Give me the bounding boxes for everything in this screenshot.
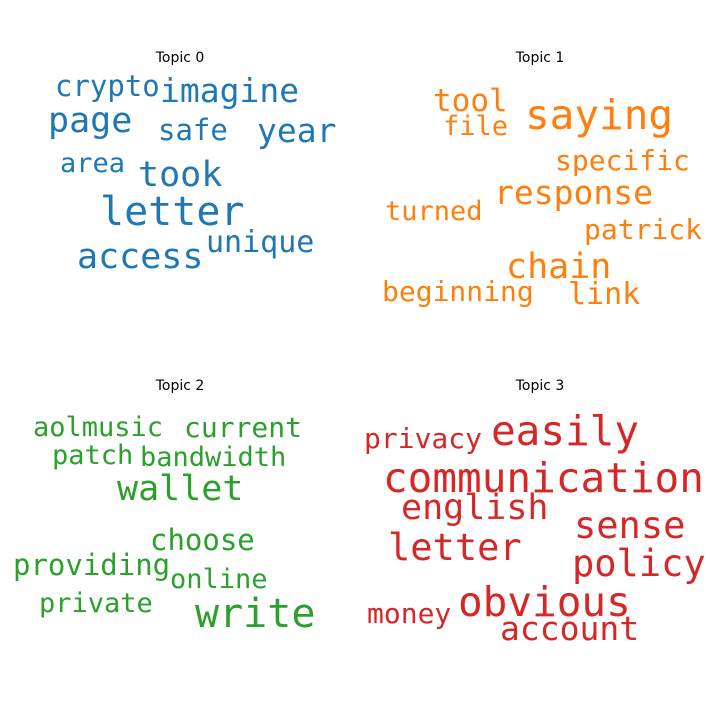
topic-3-word-easily: easily <box>491 407 640 455</box>
topic-1-word-file: file <box>443 111 509 142</box>
topic-2-word-private: private <box>39 588 153 619</box>
topic-0-word-imagine: imagine <box>160 71 300 110</box>
topic-1-word-beginning: beginning <box>382 275 534 308</box>
topic-2-word-bandwidth: bandwidth <box>140 442 287 473</box>
topic-0-word-page: page <box>48 101 133 141</box>
topic-0-word-crypto: crypto <box>55 69 160 103</box>
topic-3-word-obvious: obvious <box>458 578 631 626</box>
topic-1-word-specific: specific <box>555 144 690 177</box>
topic-2-word-wallet: wallet <box>117 469 244 509</box>
topic-3-title: Topic 3 <box>515 378 565 394</box>
topic-0-word-took: took <box>138 155 223 195</box>
topic-0-word-area: area <box>60 148 126 179</box>
topic-2-panel: Topic 2 aolmusic current patch bandwidth wal… <box>0 328 360 688</box>
topic-2-word-aolmusic: aolmusic <box>33 412 164 443</box>
topic-3-word-money: money <box>367 597 452 630</box>
topic-3-word-account: account <box>500 609 640 648</box>
topic-1-word-response: response <box>494 173 653 212</box>
topic-1-panel: Topic 1 tool saying file specific response tu… <box>360 0 720 360</box>
topic-1-word-saying: saying <box>525 91 674 139</box>
topic-3-word-english: english <box>401 488 549 528</box>
topic-1-word-patrick: patrick <box>584 213 703 246</box>
topic-0-panel: Topic 0 crypto imagine page safe year area too… <box>0 0 360 360</box>
topic-0-word-safe: safe <box>158 113 228 147</box>
topic-0-word-access: access <box>77 237 204 277</box>
topic-3-panel: Topic 3 privacy easily communication englis… <box>360 328 720 688</box>
topic-2-word-online: online <box>170 564 268 595</box>
topic-3-word-policy: policy <box>572 542 706 585</box>
topic-3-word-sense: sense <box>574 504 686 547</box>
topic-2-word-patch: patch <box>52 440 134 471</box>
topic-2-word-choose: choose <box>150 523 255 557</box>
topic-1-word-tool: tool <box>433 83 508 119</box>
topic-0-word-year: year <box>257 111 337 150</box>
topic-0-title: Topic 0 <box>155 50 205 66</box>
topic-3-word-letter: letter <box>388 526 522 569</box>
topic-2-title: Topic 2 <box>155 378 205 394</box>
topic-2-word-current: current <box>184 411 303 444</box>
topic-1-word-link: link <box>568 277 641 312</box>
topic-3-word-communication: communication <box>383 454 704 502</box>
topic-0-word-letter: letter <box>100 189 245 235</box>
topic-2-word-write: write <box>195 591 316 637</box>
topic-2-word-providing: providing <box>13 548 171 582</box>
topic-3-word-privacy: privacy <box>364 422 483 455</box>
topic-1-word-turned: turned <box>385 196 483 227</box>
topic-0-word-unique: unique <box>206 225 315 260</box>
topic-1-title: Topic 1 <box>515 50 565 66</box>
topic-1-word-chain: chain <box>506 247 612 287</box>
